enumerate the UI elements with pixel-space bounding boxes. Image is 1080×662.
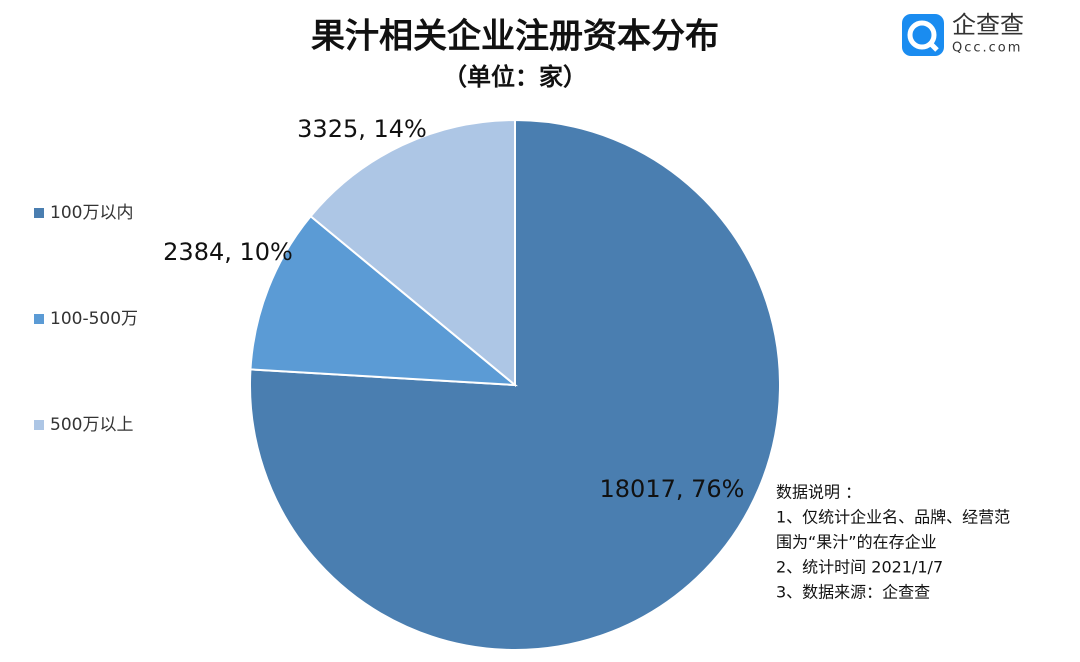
legend-label: 100-500万 [50,309,138,329]
note-line: 数据说明 ： [776,483,861,502]
logo-mark [907,20,937,50]
brand-logo: 企查查 Qcc.com [902,11,1024,56]
legend-swatch [34,420,44,430]
note-line: 2、统计时间 2021/1/7 [776,558,943,577]
brand-url: Qcc.com [952,41,1022,56]
note-line: 1、仅统计企业名、品牌、经营范 [776,508,1010,527]
logo-mark [927,40,939,52]
pie-slice [309,118,516,388]
brand-name: 企查查 [952,11,1024,39]
note-line: 3、数据来源：企查查 [776,583,930,602]
legend-swatch [34,314,44,324]
data-label: 2384, 10% [163,238,293,266]
note-line: 围为“果汁”的在存企业 [776,533,937,552]
data-label: 3325, 14% [297,115,427,143]
legend-label: 100万以内 [50,203,133,223]
chart-title: 果汁相关企业注册资本分布 [311,17,719,57]
chart-subtitle: （单位：家） [443,63,587,91]
pie-slice [249,214,518,387]
legend-swatch [34,208,44,218]
legend-label: 500万以上 [50,415,133,435]
data-label: 18017, 76% [600,475,745,503]
